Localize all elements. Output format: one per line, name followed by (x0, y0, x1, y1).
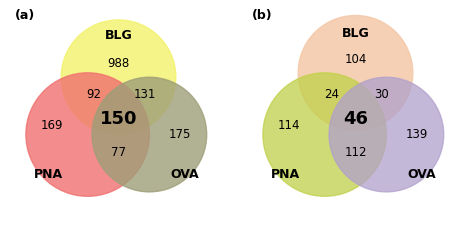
Text: 104: 104 (344, 53, 367, 66)
Text: BLG: BLG (342, 27, 369, 40)
Text: 131: 131 (134, 88, 156, 101)
Circle shape (298, 16, 413, 130)
Text: 988: 988 (108, 58, 129, 70)
Text: 139: 139 (406, 128, 428, 141)
Text: OVA: OVA (407, 168, 436, 181)
Text: 77: 77 (111, 146, 126, 159)
Text: BLG: BLG (105, 29, 132, 42)
Circle shape (263, 73, 386, 196)
Text: 169: 169 (41, 119, 64, 132)
Text: 114: 114 (278, 119, 301, 132)
Circle shape (92, 77, 207, 192)
Circle shape (61, 20, 176, 135)
Text: 150: 150 (100, 110, 137, 128)
Text: PNA: PNA (270, 168, 300, 181)
Text: 175: 175 (169, 128, 191, 141)
Circle shape (26, 73, 149, 196)
Circle shape (329, 77, 444, 192)
Text: 30: 30 (374, 88, 389, 101)
Text: PNA: PNA (33, 168, 63, 181)
Text: 46: 46 (343, 110, 368, 128)
Text: 24: 24 (324, 88, 339, 101)
Text: (b): (b) (252, 9, 273, 22)
Text: 92: 92 (87, 88, 102, 101)
Text: 112: 112 (344, 146, 367, 159)
Text: OVA: OVA (170, 168, 199, 181)
Text: (a): (a) (15, 9, 35, 22)
